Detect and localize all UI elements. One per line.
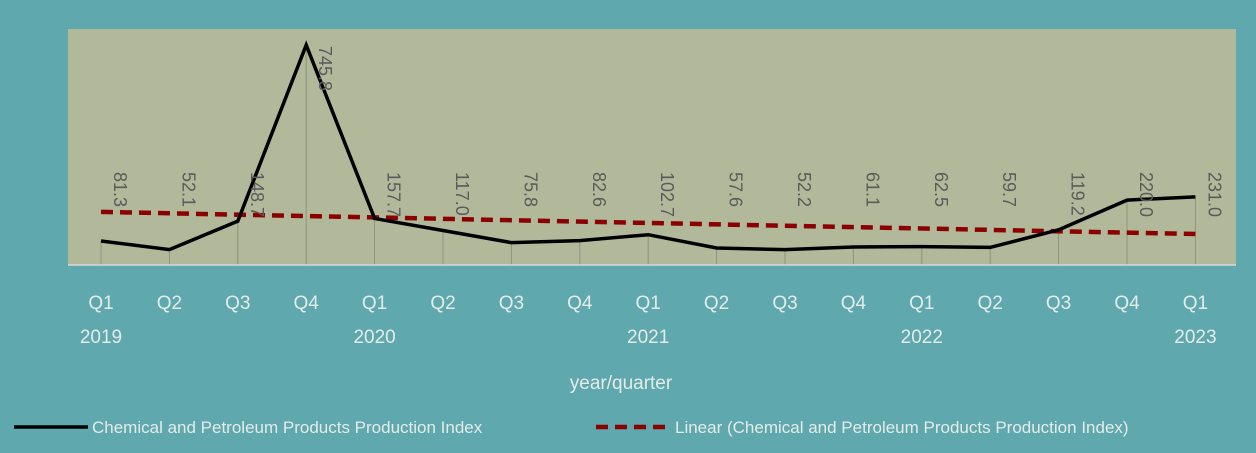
x-tick-label: Q3 (1046, 293, 1071, 314)
data-label: 148.7 (247, 172, 267, 217)
x-tick-label: Q4 (1114, 293, 1140, 314)
x-tick-label: Q2 (430, 293, 455, 314)
series-line (100, 40, 1196, 252)
x-tick-year: 2021 (627, 327, 669, 348)
x-tick-label: Q1 (362, 293, 387, 314)
data-label: 117.0 (452, 172, 472, 216)
data-label: 52.1 (178, 172, 198, 207)
trendline (100, 209, 1196, 237)
data-label: 59.7 (999, 172, 1019, 207)
data-label: 745.8 (315, 46, 335, 91)
legend-label-series: Chemical and Petroleum Products Producti… (92, 418, 483, 437)
x-axis-title: year/quarter (570, 373, 673, 394)
x-tick-label: Q2 (978, 293, 1003, 314)
x-tick-label: Q3 (499, 293, 524, 314)
data-label: 61.1 (862, 172, 882, 207)
x-tick-label: Q3 (772, 293, 797, 314)
x-tick-year: 2023 (1174, 327, 1216, 348)
x-tick-year: 2019 (80, 327, 122, 348)
x-tick-label: Q1 (909, 293, 934, 314)
data-label: 220.0 (1136, 172, 1156, 217)
data-label: 52.2 (794, 172, 814, 207)
data-label: 119.2 (1068, 172, 1088, 216)
drop-lines (100, 45, 1196, 265)
x-tick-labels: Q1 2019 Q2 Q3 Q4 Q1 2020 Q2 Q3 Q4 Q1 2021 Q2 Q3 Q4 Q1 20… (80, 293, 1217, 348)
x-tick-year: 2022 (901, 327, 943, 348)
x-tick-year: 2020 (353, 327, 395, 348)
x-tick-label: Q1 (636, 293, 661, 314)
x-tick-label: Q1 (88, 293, 113, 314)
data-label: 102.7 (657, 172, 677, 217)
data-label: 231.0 (1204, 172, 1224, 217)
x-tick-label: Q4 (567, 293, 593, 314)
x-tick-label: Q2 (704, 293, 729, 314)
x-tick-label: Q2 (157, 293, 182, 314)
data-label: 75.8 (520, 172, 540, 207)
data-label: 57.6 (726, 172, 746, 207)
data-labels: 81.3 52.1 148.7 745.8 157.7 117.0 75.8 82.6 102.… (110, 46, 1224, 217)
x-tick-label: Q4 (841, 293, 867, 314)
data-label: 82.6 (589, 172, 609, 207)
data-label: 81.3 (110, 172, 130, 207)
legend: Chemical and Petroleum Products Producti… (14, 418, 1129, 437)
plot-area (68, 29, 1236, 265)
legend-label-trendline: Linear (Chemical and Petroleum Products … (675, 418, 1129, 437)
data-label: 62.5 (931, 172, 951, 207)
data-label: 157.7 (384, 172, 404, 217)
x-tick-label: Q3 (225, 293, 250, 314)
x-tick-label: Q4 (294, 293, 320, 314)
x-tick-label: Q1 (1183, 293, 1208, 314)
